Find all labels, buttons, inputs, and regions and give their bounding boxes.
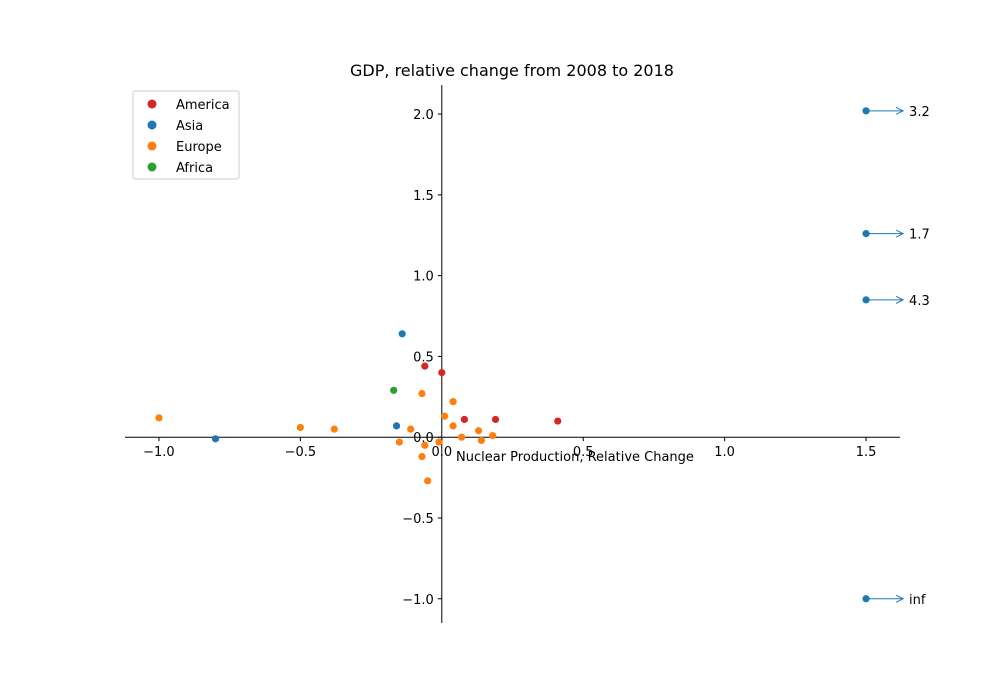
data-point	[418, 452, 426, 461]
series-europe	[155, 389, 497, 485]
x-tick-label: 0.5	[573, 445, 594, 460]
legend-label-america: America	[176, 98, 230, 113]
x-tick-label: −0.5	[285, 445, 317, 460]
y-tick-label: −0.5	[402, 512, 434, 527]
y-tick-label: 1.0	[413, 270, 434, 285]
data-point	[390, 386, 398, 394]
data-point	[457, 433, 466, 441]
data-point	[554, 417, 562, 425]
data-point	[421, 441, 429, 449]
data-point	[330, 425, 338, 433]
data-point	[418, 389, 426, 398]
data-point	[395, 438, 403, 446]
data-points	[155, 107, 870, 603]
legend-label-africa: Africa	[176, 161, 213, 176]
data-point	[407, 425, 415, 433]
data-point	[441, 412, 449, 420]
legend-marker-america	[147, 99, 157, 109]
data-point	[460, 415, 469, 424]
x-tick-label: 1.5	[856, 445, 877, 460]
data-point	[421, 362, 429, 370]
data-point	[392, 422, 401, 430]
y-tick-label: 2.0	[413, 108, 434, 123]
data-point	[435, 438, 443, 446]
data-point	[398, 330, 406, 338]
legend-marker-asia	[147, 120, 157, 130]
series-america	[421, 362, 562, 425]
x-tick-label: 0.0	[431, 445, 452, 460]
data-point	[211, 435, 220, 443]
annotation-label: 3.2	[909, 105, 930, 120]
x-tick-label: −1.0	[143, 445, 175, 460]
y-tick-label: 0.5	[413, 350, 434, 365]
legend-marker-europe	[147, 141, 157, 151]
legend-marker-africa	[147, 162, 157, 172]
data-point	[296, 423, 304, 432]
data-point	[449, 398, 457, 406]
x-tick-label: 1.0	[714, 445, 735, 460]
axes: −1.0 −0.5 0.0 0.5 1.0 1.5 −1.0 −0.5 0.0 0.5 1.0 1.5…	[125, 85, 900, 623]
annotations: 3.2 1.7 4.3 inf	[866, 105, 930, 608]
annotation-label: 1.7	[909, 228, 930, 243]
data-point	[491, 415, 500, 424]
legend: America Asia Europe Africa	[132, 90, 240, 180]
annotation-label: 4.3	[909, 294, 930, 309]
data-point	[477, 436, 485, 445]
series-asia	[211, 107, 870, 603]
legend-label-europe: Europe	[176, 140, 222, 155]
y-tick-label: 1.5	[413, 189, 434, 204]
x-axis-label: Nuclear Production, Relative Change	[456, 450, 694, 465]
legend-label-asia: Asia	[176, 119, 203, 134]
data-point	[155, 414, 163, 422]
data-point	[438, 368, 446, 377]
legend-box	[132, 90, 240, 180]
series-africa	[390, 386, 398, 394]
annotation-label: inf	[909, 593, 926, 608]
chart-title: GDP, relative change from 2008 to 2018	[350, 61, 674, 80]
y-tick-label: 0.0	[413, 431, 434, 446]
y-tick-label: −1.0	[402, 593, 434, 608]
data-point	[449, 422, 457, 430]
data-point	[489, 431, 497, 440]
data-point	[424, 477, 432, 485]
data-point	[474, 427, 483, 435]
